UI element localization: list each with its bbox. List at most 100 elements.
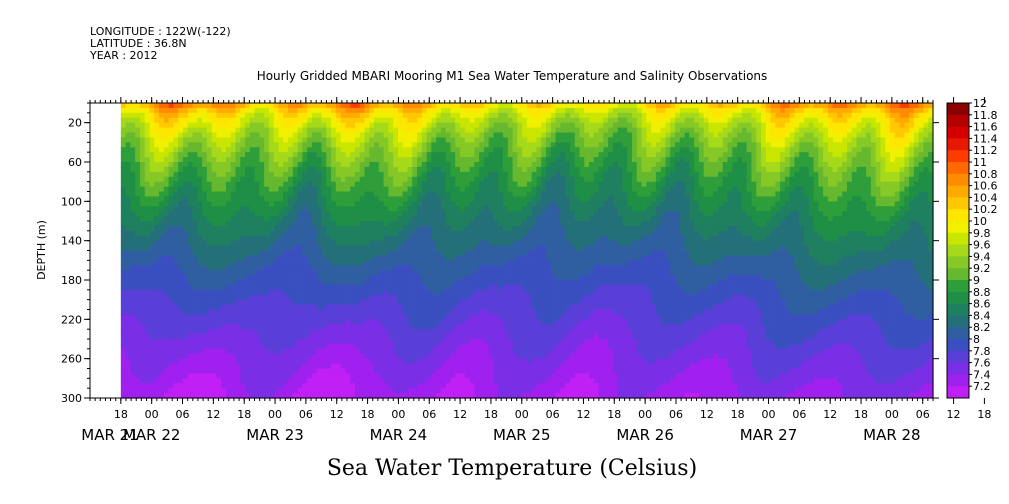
heatmap-cell xyxy=(249,186,256,193)
heatmap-cell xyxy=(292,206,299,212)
heatmap-cell xyxy=(345,314,351,320)
heatmap-cell xyxy=(436,181,442,188)
heatmap-cell xyxy=(483,240,490,247)
heatmap-cell xyxy=(378,388,385,394)
heatmap-cell xyxy=(254,137,260,143)
heatmap-cell xyxy=(507,206,514,212)
heatmap-cell xyxy=(302,166,308,173)
heatmap-cell xyxy=(187,309,194,316)
heatmap-cell xyxy=(154,122,160,129)
heatmap-cell xyxy=(374,245,380,252)
heatmap-cell xyxy=(493,284,499,291)
heatmap-cell xyxy=(192,216,198,222)
heatmap-cell xyxy=(383,284,389,291)
heatmap-cell xyxy=(321,181,327,188)
heatmap-cell xyxy=(369,324,375,330)
heatmap-cell xyxy=(311,196,318,202)
heatmap-cell xyxy=(316,221,323,227)
heatmap-cell xyxy=(297,284,303,291)
heatmap-cell xyxy=(192,289,198,296)
heatmap-cell xyxy=(283,107,289,114)
heatmap-cell xyxy=(249,299,256,306)
heatmap-cell xyxy=(135,368,141,375)
heatmap-cell xyxy=(259,137,265,143)
heatmap-cell xyxy=(479,339,485,345)
heatmap-cell xyxy=(488,225,495,232)
heatmap-cell xyxy=(288,201,294,207)
heatmap-cell xyxy=(159,275,165,281)
heatmap-cell xyxy=(297,112,303,119)
heatmap-cell xyxy=(249,250,256,257)
heatmap-cell xyxy=(120,186,127,193)
heatmap-cell xyxy=(254,334,260,340)
heatmap-cell xyxy=(345,329,351,335)
heatmap-cell xyxy=(378,255,385,261)
heatmap-cell xyxy=(197,162,203,168)
heatmap-cell xyxy=(316,181,323,188)
heatmap-cell xyxy=(412,245,418,252)
heatmap-cell xyxy=(192,107,198,114)
heatmap-cell xyxy=(507,339,514,345)
heatmap-cell xyxy=(139,255,146,261)
heatmap-cell xyxy=(354,304,361,311)
heatmap-cell xyxy=(455,329,461,335)
heatmap-cell xyxy=(297,157,303,163)
heatmap-cell xyxy=(326,250,332,257)
heatmap-cell xyxy=(436,216,442,222)
heatmap-cell xyxy=(173,265,179,271)
heatmap-cell xyxy=(378,162,385,168)
heatmap-cell xyxy=(464,314,471,320)
heatmap-cell xyxy=(125,280,131,286)
heatmap-cell xyxy=(412,137,418,143)
heatmap-cell xyxy=(421,132,428,139)
heatmap-cell xyxy=(154,265,160,271)
heatmap-cell xyxy=(374,225,380,232)
heatmap-cell xyxy=(187,186,194,193)
heatmap-cell xyxy=(493,157,499,163)
heatmap-cell xyxy=(311,181,318,188)
heatmap-cell xyxy=(436,353,442,360)
heatmap-cell xyxy=(440,112,447,119)
heatmap-cell xyxy=(197,166,203,173)
heatmap-cell xyxy=(426,348,432,355)
heatmap-cell xyxy=(268,304,275,311)
heatmap-cell xyxy=(450,378,456,384)
heatmap-cell xyxy=(488,358,495,365)
heatmap-cell xyxy=(393,235,399,242)
heatmap-cell xyxy=(417,289,423,296)
heatmap-cell xyxy=(168,343,174,350)
heatmap-cell xyxy=(426,383,432,389)
heatmap-cell xyxy=(225,201,232,207)
heatmap-cell xyxy=(149,270,155,276)
heatmap-cell xyxy=(421,299,428,306)
heatmap-cell xyxy=(340,265,346,271)
heatmap-cell xyxy=(335,353,342,360)
heatmap-cell xyxy=(278,206,284,212)
heatmap-cell xyxy=(273,112,280,119)
heatmap-cell xyxy=(159,378,165,384)
heatmap-cell xyxy=(154,117,160,124)
heatmap-cell xyxy=(350,201,356,207)
heatmap-cell xyxy=(168,255,174,261)
heatmap-cell xyxy=(154,127,160,134)
heatmap-cell xyxy=(254,275,260,281)
heatmap-cell xyxy=(173,383,179,389)
heatmap-cell xyxy=(159,284,165,291)
heatmap-cell xyxy=(192,112,198,119)
heatmap-cell xyxy=(192,368,198,375)
heatmap-cell xyxy=(507,157,514,163)
heatmap-cell xyxy=(483,343,490,350)
heatmap-cell xyxy=(283,201,289,207)
heatmap-cell xyxy=(139,319,146,325)
heatmap-cell xyxy=(125,132,131,139)
heatmap-cell xyxy=(144,221,151,227)
heatmap-cell xyxy=(388,299,394,306)
heatmap-cell xyxy=(345,304,351,311)
heatmap-cell xyxy=(283,245,289,252)
heatmap-cell xyxy=(374,103,380,109)
heatmap-cell xyxy=(364,240,370,247)
heatmap-cell xyxy=(211,196,217,202)
heatmap-cell xyxy=(455,235,461,242)
heatmap-cell xyxy=(288,117,294,124)
heatmap-cell xyxy=(426,201,432,207)
